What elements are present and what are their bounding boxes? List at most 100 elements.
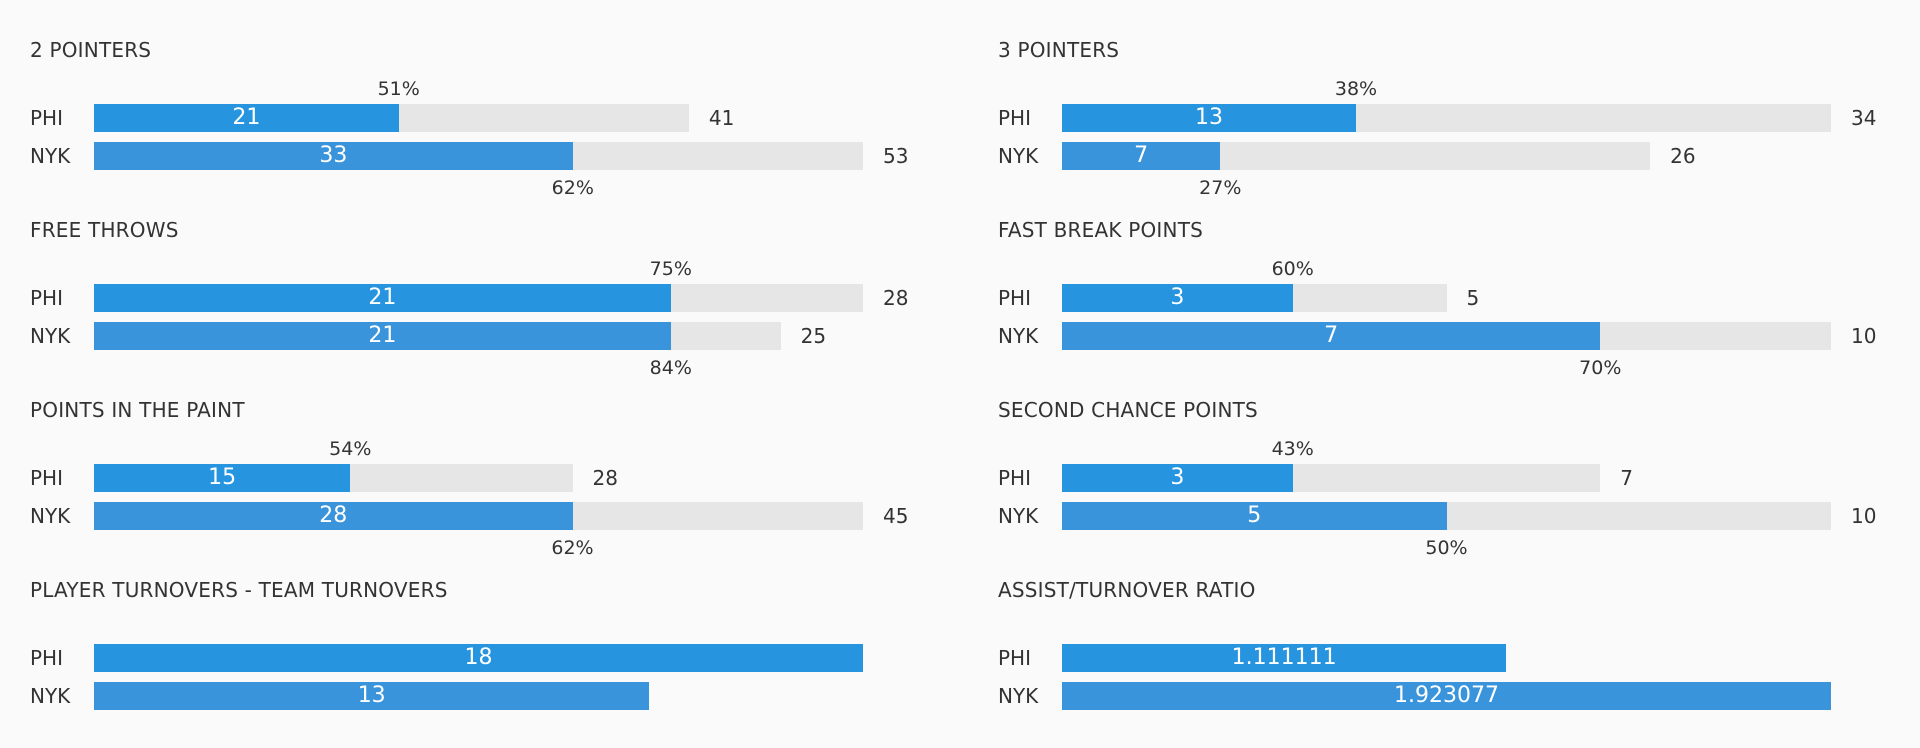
bar-made: 3 [1062,284,1293,312]
attempts-label: 45 [883,504,909,528]
bar-made: 21 [94,284,671,312]
bar-track: 3 [1062,284,1447,312]
bar-track: 7 [1062,142,1651,170]
stat-panel: PLAYER TURNOVERS - TEAM TURNOVERS PHI 18 NY… [30,578,960,748]
bar-value-label: 18 [464,645,493,670]
stat-panel: ASSIST/TURNOVER RATIO PHI 1.111111 NYK 1.923… [998,578,1920,748]
attempts-label: 7 [1620,466,1634,490]
bar-track: 5 [1062,502,1831,530]
bar-track: 1.923077 [1062,682,1831,710]
team-label: PHI [998,466,1031,490]
team-label: PHI [998,106,1031,130]
team-label: NYK [30,324,71,348]
percentage-label: 62% [551,177,594,199]
attempts-label: 28 [592,466,618,490]
stat-title: PLAYER TURNOVERS - TEAM TURNOVERS [30,578,448,602]
stat-title: 2 POINTERS [30,38,152,62]
bar-made: 7 [1062,322,1601,350]
attempts-label: 10 [1851,504,1877,528]
stat-title: SECOND CHANCE POINTS [998,398,1258,422]
attempts-label: 53 [883,144,909,168]
stat-panel: SECOND CHANCE POINTS PHI 3 7 43% NYK 5 10 50% [998,398,1920,568]
bar-made: 7 [1062,142,1221,170]
bar-value-label: 15 [208,465,237,490]
bar-track: 21 [94,104,689,132]
percentage-label: 60% [1271,258,1314,280]
bar-made: 3 [1062,464,1293,492]
bar-made: 28 [94,502,573,530]
bar-track: 13 [94,682,650,710]
bar-value-label: 5 [1247,503,1262,528]
stat-title: ASSIST/TURNOVER RATIO [998,578,1256,602]
attempts-label: 28 [883,286,909,310]
bar-made: 1.923077 [1062,682,1831,710]
bar-value-label: 13 [1195,105,1223,130]
bar-value-label: 1.111111 [1231,645,1337,670]
stat-panel: FREE THROWS PHI 21 28 75% NYK 21 25 84% [30,218,960,388]
bar-track: 33 [94,142,863,170]
attempts-label: 5 [1466,286,1480,310]
bar-value-label: 1.923077 [1394,683,1499,708]
percentage-label: 51% [377,78,420,100]
percentage-label: 43% [1271,438,1314,460]
team-label: NYK [998,324,1039,348]
bar-track: 21 [94,322,781,350]
percentage-label: 38% [1334,78,1378,100]
attempts-label: 34 [1851,106,1877,130]
percentage-label: 62% [551,537,594,559]
stat-panel: POINTS IN THE PAINT PHI 15 28 54% NYK 28 45 62% [30,398,960,568]
team-label: PHI [998,286,1031,310]
bar-track: 15 [94,464,573,492]
percentage-label: 75% [649,258,692,280]
bar-value-label: 3 [1170,465,1185,490]
stat-title: 3 POINTERS [998,38,1120,62]
bar-value-label: 7 [1134,143,1149,168]
bar-value-label: 7 [1324,323,1339,348]
bar-value-label: 3 [1170,285,1185,310]
bar-value-label: 28 [319,503,348,528]
stat-panel: 2 POINTERS PHI 21 41 51% NYK 33 53 62% [30,38,960,208]
team-label: NYK [30,684,71,708]
bar-track: 28 [94,502,863,530]
team-label: NYK [998,504,1039,528]
bar-track: 13 [1062,104,1831,132]
team-label: NYK [998,144,1039,168]
team-label: PHI [998,646,1031,670]
bar-track: 1.111111 [1062,644,1507,672]
bar-made: 13 [94,682,650,710]
team-label: PHI [30,106,63,130]
stat-title: FAST BREAK POINTS [998,218,1204,242]
bar-value-label: 33 [319,143,348,168]
team-label: NYK [30,144,71,168]
team-label: NYK [30,504,71,528]
bar-made: 21 [94,104,399,132]
bar-track: 18 [94,644,863,672]
bar-value-label: 13 [357,683,386,708]
bar-made: 33 [94,142,573,170]
stat-panel: 3 POINTERS PHI 13 34 38% NYK 7 26 27% [998,38,1920,208]
bar-made: 15 [94,464,351,492]
bar-made: 13 [1062,104,1356,132]
percentage-label: 70% [1579,357,1622,379]
stat-title: FREE THROWS [30,218,179,242]
attempts-label: 41 [708,106,735,130]
bar-made: 21 [94,322,671,350]
bar-made: 5 [1062,502,1447,530]
attempts-label: 25 [800,324,827,348]
percentage-label: 27% [1199,177,1242,199]
team-label: PHI [30,646,63,670]
percentage-label: 50% [1425,537,1468,559]
attempts-label: 10 [1851,324,1877,348]
percentage-label: 84% [649,357,692,379]
team-label: PHI [30,466,63,490]
attempts-label: 26 [1670,144,1696,168]
stat-title: POINTS IN THE PAINT [30,398,245,422]
bar-made: 1.111111 [1062,644,1507,672]
bar-value-label: 21 [368,323,397,348]
team-label: NYK [998,684,1039,708]
bar-made: 18 [94,644,863,672]
bar-track: 7 [1062,322,1831,350]
bar-value-label: 21 [232,105,261,130]
bar-track: 21 [94,284,863,312]
